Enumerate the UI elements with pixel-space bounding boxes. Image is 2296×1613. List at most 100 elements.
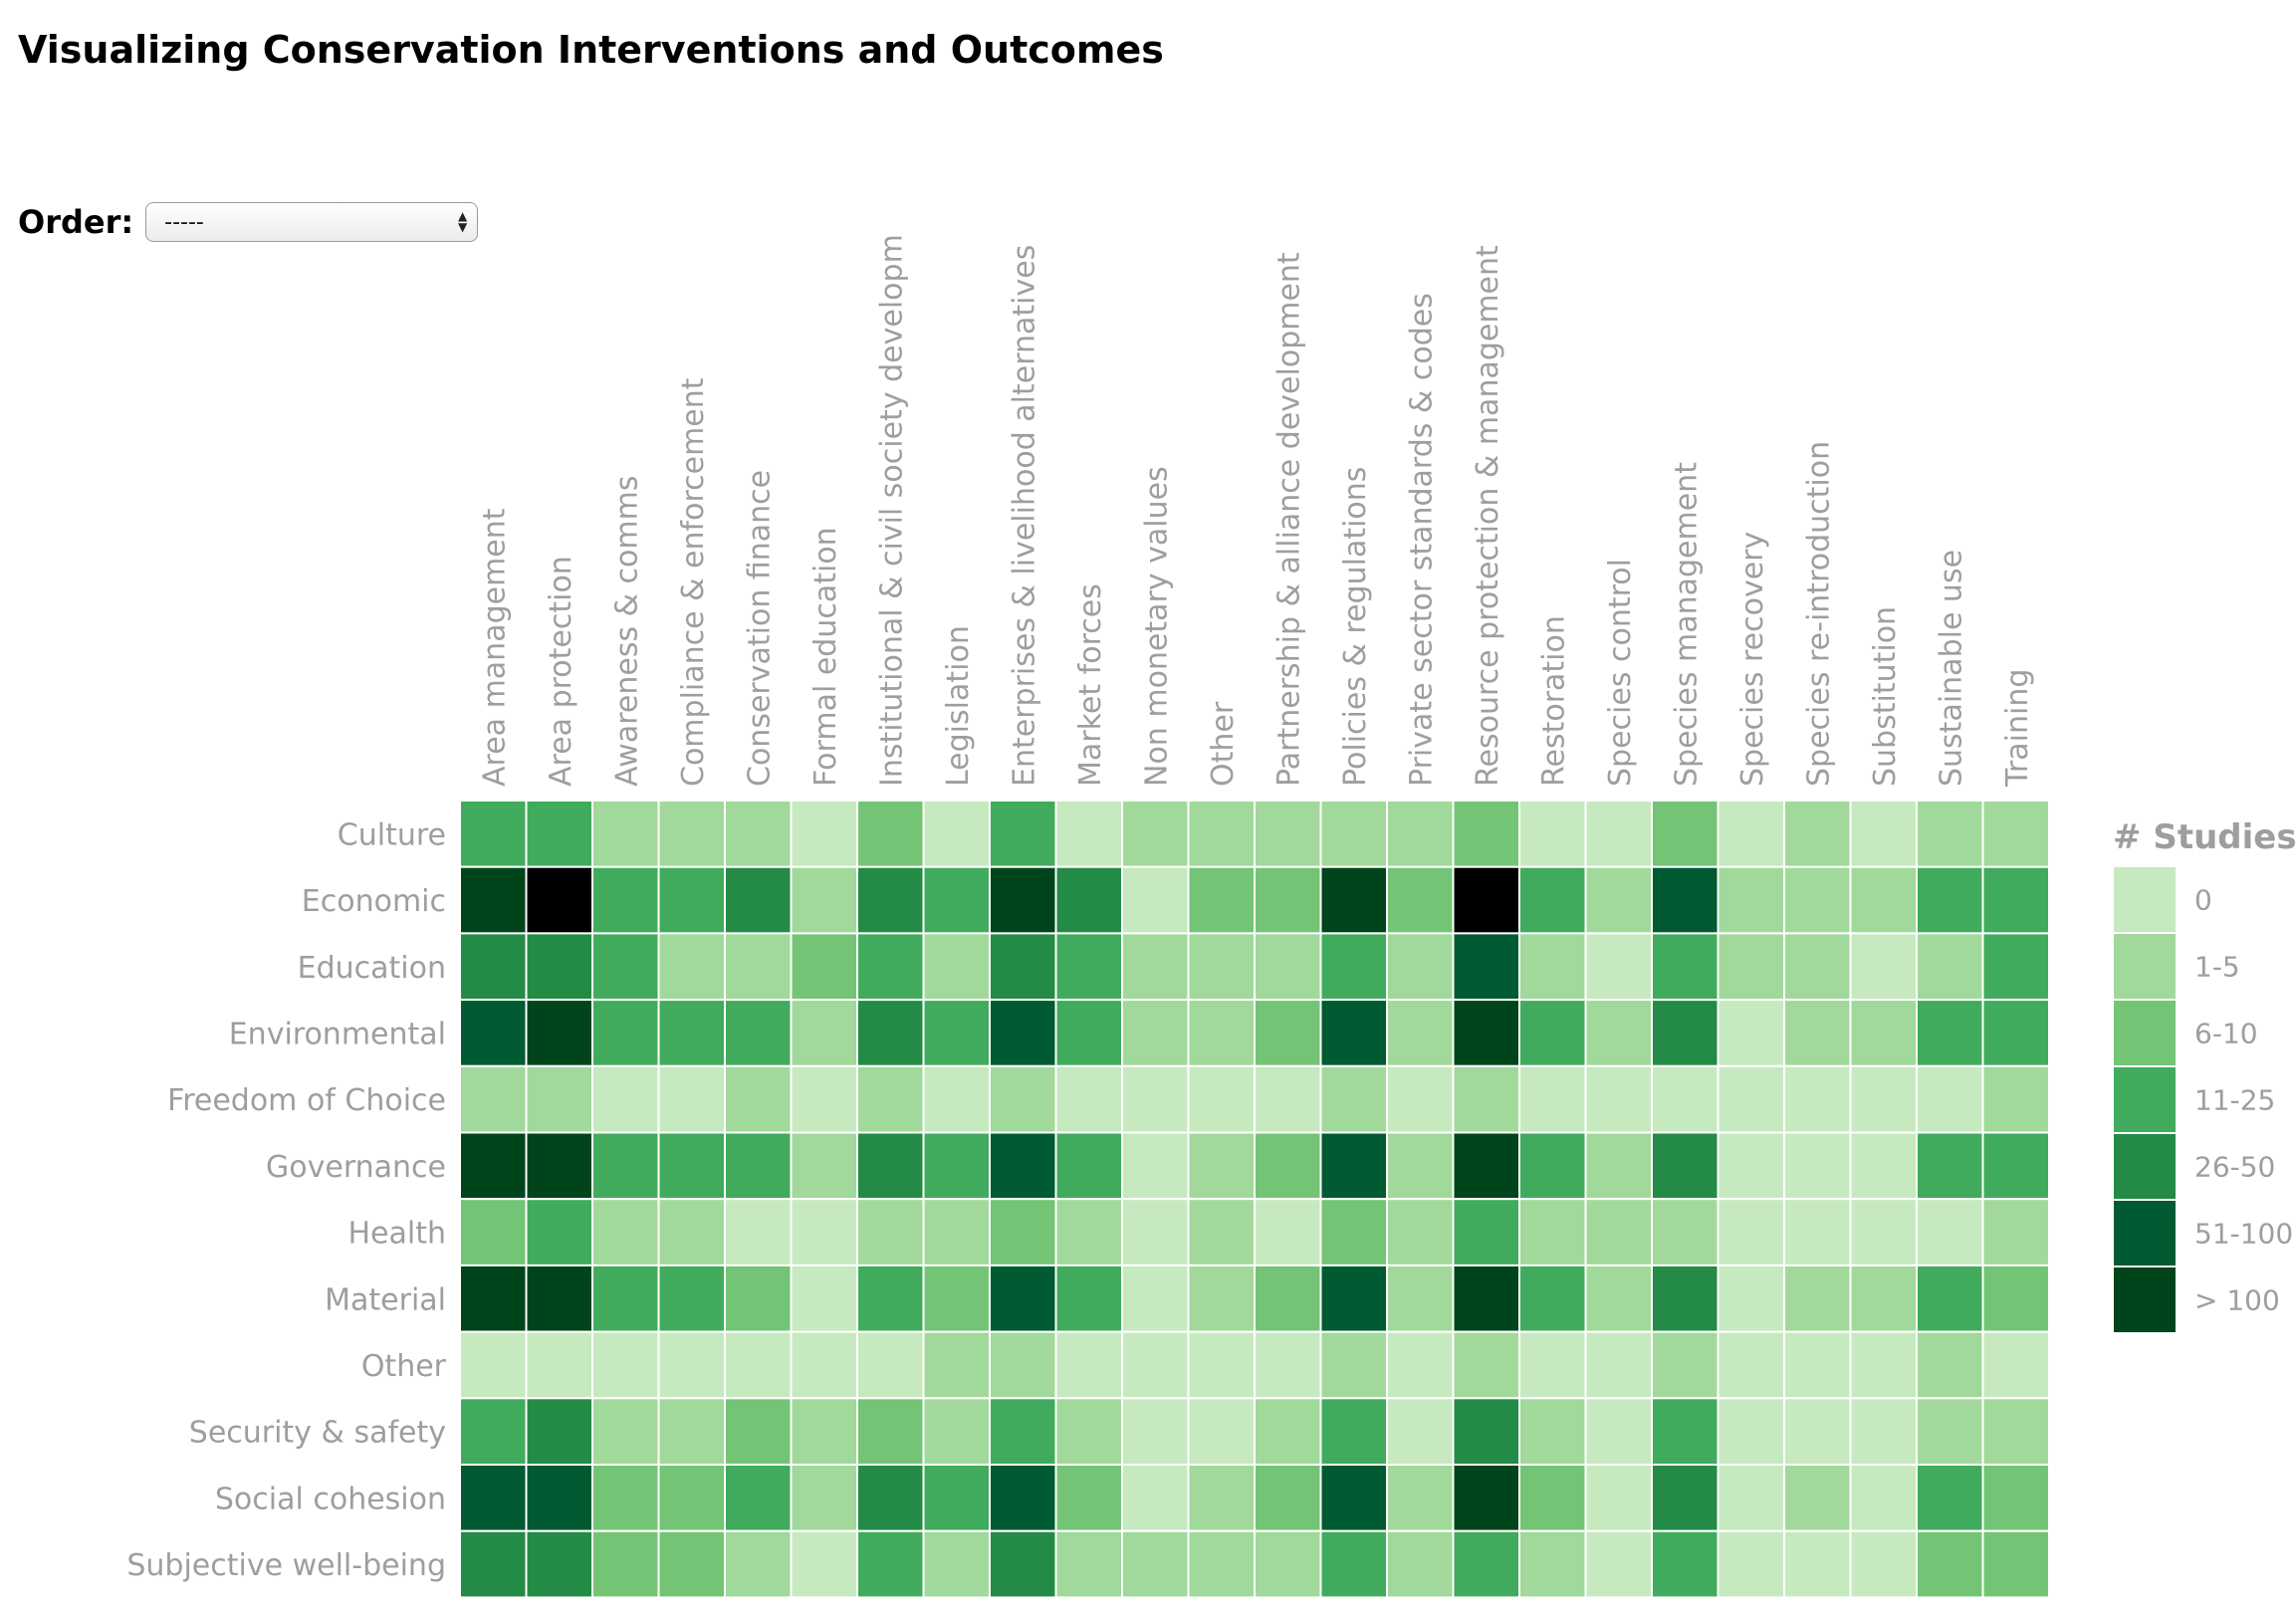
heatmap-cell xyxy=(790,1529,858,1599)
heatmap-cell xyxy=(922,932,991,1002)
heatmap-cell xyxy=(1319,1064,1388,1134)
legend-label: 1-5 xyxy=(2194,951,2240,984)
heatmap-cell xyxy=(922,1264,991,1333)
heatmap-cell xyxy=(1187,1397,1256,1467)
heatmap-cell xyxy=(724,1330,793,1400)
heatmap-cell xyxy=(1254,865,1322,935)
heatmap-cell xyxy=(1717,1198,1785,1267)
legend-label: 6-10 xyxy=(2194,1018,2258,1050)
heatmap-cell xyxy=(1783,1198,1852,1267)
heatmap-cell xyxy=(1651,1464,1720,1532)
heatmap-cell xyxy=(1121,865,1190,935)
legend-swatch xyxy=(2112,999,2178,1067)
heatmap-cell xyxy=(459,1330,528,1400)
heatmap-cell xyxy=(1452,999,1520,1067)
legend-swatch xyxy=(2112,1132,2178,1201)
heatmap-cell xyxy=(1254,1330,1322,1400)
heatmap-cell xyxy=(856,800,925,868)
row-label: Material xyxy=(325,1282,446,1317)
heatmap-cell xyxy=(1386,865,1455,935)
row-label: Social cohesion xyxy=(215,1482,446,1516)
heatmap-cell xyxy=(1717,1529,1785,1599)
heatmap-cell xyxy=(922,1397,991,1467)
heatmap-cell xyxy=(1916,800,1984,868)
column-label: Species re-introduction xyxy=(1801,441,1836,787)
heatmap-cells xyxy=(459,800,2050,1599)
heatmap-cell xyxy=(790,1397,858,1467)
heatmap-cell xyxy=(1518,1131,1587,1201)
column-label: Policies & regulations xyxy=(1338,467,1373,787)
heatmap-cell xyxy=(922,999,991,1067)
heatmap-cell xyxy=(989,1529,1057,1599)
heatmap-cell xyxy=(724,1131,793,1201)
heatmap-cell xyxy=(1121,1064,1190,1134)
column-label: Species management xyxy=(1669,462,1704,787)
heatmap-cell xyxy=(1319,1330,1388,1400)
heatmap-cell xyxy=(1187,1131,1256,1201)
heatmap-cell xyxy=(1386,932,1455,1002)
heatmap-cell xyxy=(1518,932,1587,1002)
heatmap-cell xyxy=(1981,1464,2050,1532)
column-label: Area protection xyxy=(544,556,578,787)
heatmap-cell xyxy=(1386,1198,1455,1267)
heatmap-cell xyxy=(1187,1064,1256,1134)
heatmap-cell xyxy=(459,999,528,1067)
heatmap-cell xyxy=(1518,1397,1587,1467)
heatmap-cell xyxy=(1187,999,1256,1067)
heatmap-cell xyxy=(989,800,1057,868)
heatmap-cell xyxy=(1452,1264,1520,1333)
heatmap-cell xyxy=(1187,1198,1256,1267)
legend-label: > 100 xyxy=(2194,1284,2280,1317)
column-label: Non monetary values xyxy=(1139,466,1174,787)
heatmap-cell xyxy=(657,1464,726,1532)
heatmap-cell xyxy=(591,1198,660,1267)
heatmap-cell xyxy=(1121,1264,1190,1333)
heatmap-cell xyxy=(1121,999,1190,1067)
heatmap-cell xyxy=(591,932,660,1002)
heatmap-cell xyxy=(1054,999,1123,1067)
heatmap-cell xyxy=(1386,1131,1455,1201)
heatmap-cell xyxy=(856,932,925,1002)
heatmap-cell xyxy=(1518,1529,1587,1599)
heatmap-cell xyxy=(1783,1464,1852,1532)
heatmap-cell xyxy=(1849,1529,1918,1599)
heatmap-cell xyxy=(1054,800,1123,868)
heatmap-cell xyxy=(1651,1131,1720,1201)
heatmap-cell xyxy=(525,1198,593,1267)
heatmap-cell xyxy=(1319,1464,1388,1532)
heatmap-cell xyxy=(989,1064,1057,1134)
heatmap-cell xyxy=(856,1264,925,1333)
heatmap-cell xyxy=(1783,1064,1852,1134)
column-label: Sustainable use xyxy=(1934,550,1968,787)
heatmap-cell xyxy=(1054,1198,1123,1267)
heatmap-cell xyxy=(1386,1529,1455,1599)
heatmap-cell xyxy=(525,800,593,868)
row-label: Other xyxy=(361,1349,447,1384)
heatmap-cell xyxy=(790,1264,858,1333)
heatmap-cell xyxy=(790,1464,858,1532)
heatmap-cell xyxy=(1386,800,1455,868)
heatmap-cell xyxy=(591,865,660,935)
heatmap-cell xyxy=(591,1264,660,1333)
heatmap-cell xyxy=(591,1330,660,1400)
heatmap-cell xyxy=(1651,1529,1720,1599)
heatmap-cell xyxy=(1319,1264,1388,1333)
column-label: Partnership & alliance development xyxy=(1271,252,1306,787)
row-label: Freedom of Choice xyxy=(167,1083,446,1118)
heatmap-cell xyxy=(1518,1264,1587,1333)
heatmap-cell xyxy=(459,1064,528,1134)
heatmap-cell xyxy=(1916,1397,1984,1467)
heatmap-cell xyxy=(1981,1330,2050,1400)
heatmap-cell xyxy=(1584,1464,1653,1532)
heatmap-cell xyxy=(856,1330,925,1400)
heatmap-cell xyxy=(459,1397,528,1467)
heatmap-cell xyxy=(922,1064,991,1134)
legend-label: 0 xyxy=(2194,884,2212,917)
heatmap-cell xyxy=(724,999,793,1067)
heatmap-cell xyxy=(525,932,593,1002)
heatmap-cell xyxy=(459,800,528,868)
heatmap-cell xyxy=(1518,999,1587,1067)
order-select[interactable]: ----- ▲ ▼ xyxy=(145,202,479,242)
heatmap-cell xyxy=(1651,1064,1720,1134)
